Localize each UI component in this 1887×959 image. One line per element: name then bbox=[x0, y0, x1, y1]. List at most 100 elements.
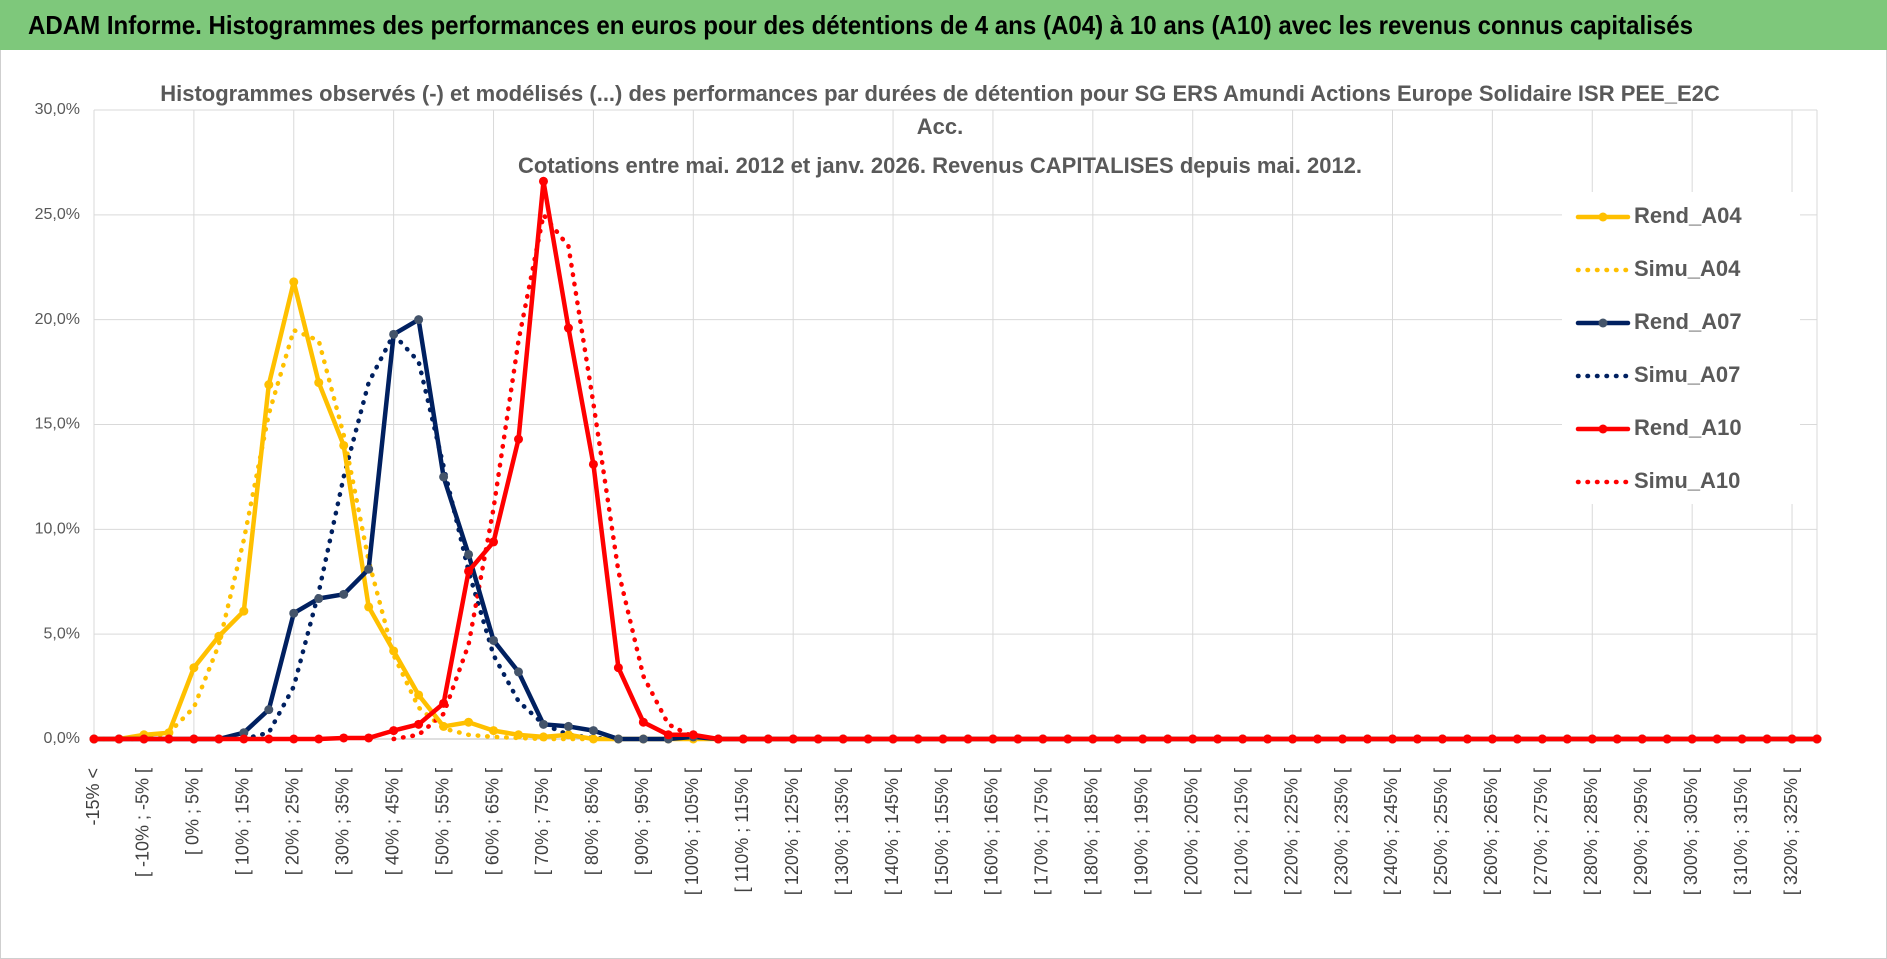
data-point bbox=[364, 602, 374, 612]
data-point bbox=[314, 734, 324, 744]
data-point bbox=[289, 734, 299, 744]
chart-title: Histogrammes observés (-) et modélisés (… bbox=[160, 81, 1720, 106]
data-point bbox=[1537, 734, 1547, 744]
x-tick-label: [ 280% ; 285% [ bbox=[1581, 768, 1601, 895]
data-point bbox=[1637, 734, 1647, 744]
data-point bbox=[763, 734, 773, 744]
data-point bbox=[239, 606, 249, 616]
data-point bbox=[1437, 734, 1447, 744]
data-point bbox=[214, 631, 224, 641]
x-tick-label: [ 230% ; 235% [ bbox=[1331, 768, 1351, 895]
data-point bbox=[1363, 734, 1373, 744]
data-point bbox=[1712, 734, 1722, 744]
data-point bbox=[139, 734, 149, 744]
x-tick-label: [ 10% ; 15% [ bbox=[233, 768, 253, 875]
data-point bbox=[1587, 734, 1597, 744]
series-line bbox=[391, 212, 721, 742]
legend-label: Rend_A10 bbox=[1634, 415, 1742, 440]
data-point bbox=[1387, 734, 1397, 744]
x-tick-label: [ 180% ; 185% [ bbox=[1082, 768, 1102, 895]
x-tick-label: [ 150% ; 155% [ bbox=[932, 768, 952, 895]
x-tick-label: [ 90% ; 95% [ bbox=[632, 768, 652, 875]
data-point bbox=[913, 734, 923, 744]
data-point bbox=[489, 635, 499, 645]
x-tick-label: [ 190% ; 195% [ bbox=[1132, 768, 1152, 895]
data-point bbox=[1512, 734, 1522, 744]
data-point bbox=[189, 734, 199, 744]
data-point bbox=[314, 594, 324, 604]
series-line bbox=[91, 327, 596, 742]
data-point bbox=[1238, 734, 1248, 744]
data-point bbox=[588, 459, 598, 469]
x-tick-label: [ 30% ; 35% [ bbox=[332, 768, 352, 875]
y-tick-label: 5,0% bbox=[44, 625, 80, 642]
data-point bbox=[963, 734, 973, 744]
data-point bbox=[613, 734, 623, 744]
data-point bbox=[1612, 734, 1622, 744]
legend-label: Simu_A10 bbox=[1634, 468, 1740, 493]
x-tick-label: [ 300% ; 305% [ bbox=[1681, 768, 1701, 895]
data-point bbox=[1113, 734, 1123, 744]
x-tick-label: [ 60% ; 65% [ bbox=[482, 768, 502, 875]
legend-marker bbox=[1598, 212, 1608, 222]
data-point bbox=[264, 380, 274, 390]
data-point bbox=[538, 732, 548, 742]
legend-box bbox=[1562, 192, 1800, 504]
x-tick-label: [ 40% ; 45% [ bbox=[382, 768, 402, 875]
x-tick-label: [ 320% ; 325% [ bbox=[1781, 768, 1801, 895]
data-point bbox=[489, 726, 499, 736]
data-point bbox=[89, 734, 99, 744]
x-tick-label: [ 160% ; 165% [ bbox=[982, 768, 1002, 895]
data-point bbox=[1263, 734, 1273, 744]
x-tick-label: [ 120% ; 125% [ bbox=[782, 768, 802, 895]
x-tick-label: [ 0% ; 5% [ bbox=[183, 768, 203, 855]
data-point bbox=[1038, 734, 1048, 744]
x-tick-label: [ 50% ; 55% [ bbox=[432, 768, 452, 875]
y-tick-label: 10,0% bbox=[35, 521, 80, 538]
data-point bbox=[563, 721, 573, 731]
data-point bbox=[838, 734, 848, 744]
data-point bbox=[439, 472, 449, 482]
data-point bbox=[489, 537, 499, 547]
y-tick-label: 30,0% bbox=[35, 101, 80, 118]
x-tick-label: [ -10% ; -5% [ bbox=[133, 768, 153, 877]
y-tick-label: 0,0% bbox=[44, 730, 80, 747]
data-point bbox=[439, 698, 449, 708]
data-point bbox=[1088, 734, 1098, 744]
data-point bbox=[439, 721, 449, 731]
data-point bbox=[464, 566, 474, 576]
data-point bbox=[1687, 734, 1697, 744]
data-point bbox=[339, 589, 349, 599]
y-tick-label: 15,0% bbox=[35, 416, 80, 433]
y-tick-label: 25,0% bbox=[35, 206, 80, 223]
data-point bbox=[588, 734, 598, 744]
data-point bbox=[289, 608, 299, 618]
data-point bbox=[1462, 734, 1472, 744]
x-tick-label: [ 240% ; 245% [ bbox=[1381, 768, 1401, 895]
x-tick-label: [ 170% ; 175% [ bbox=[1032, 768, 1052, 895]
data-point bbox=[1412, 734, 1422, 744]
legend-label: Rend_A04 bbox=[1634, 203, 1742, 228]
data-point bbox=[164, 728, 174, 738]
y-tick-label: 20,0% bbox=[35, 311, 80, 328]
data-point bbox=[638, 717, 648, 727]
data-point bbox=[613, 663, 623, 673]
data-point bbox=[114, 734, 124, 744]
data-point bbox=[239, 728, 249, 738]
data-point bbox=[264, 705, 274, 715]
data-point bbox=[1737, 734, 1747, 744]
x-tick-label: [ 200% ; 205% [ bbox=[1181, 768, 1201, 895]
legend-marker bbox=[1598, 424, 1608, 434]
data-point bbox=[189, 663, 199, 673]
data-point bbox=[1762, 734, 1772, 744]
data-point bbox=[1288, 734, 1298, 744]
data-point bbox=[389, 726, 399, 736]
data-point bbox=[888, 734, 898, 744]
x-tick-label: [ 290% ; 295% [ bbox=[1631, 768, 1651, 895]
data-point bbox=[788, 734, 798, 744]
data-point bbox=[863, 734, 873, 744]
x-tick-label: [ 310% ; 315% [ bbox=[1731, 768, 1751, 895]
data-point bbox=[414, 690, 424, 700]
